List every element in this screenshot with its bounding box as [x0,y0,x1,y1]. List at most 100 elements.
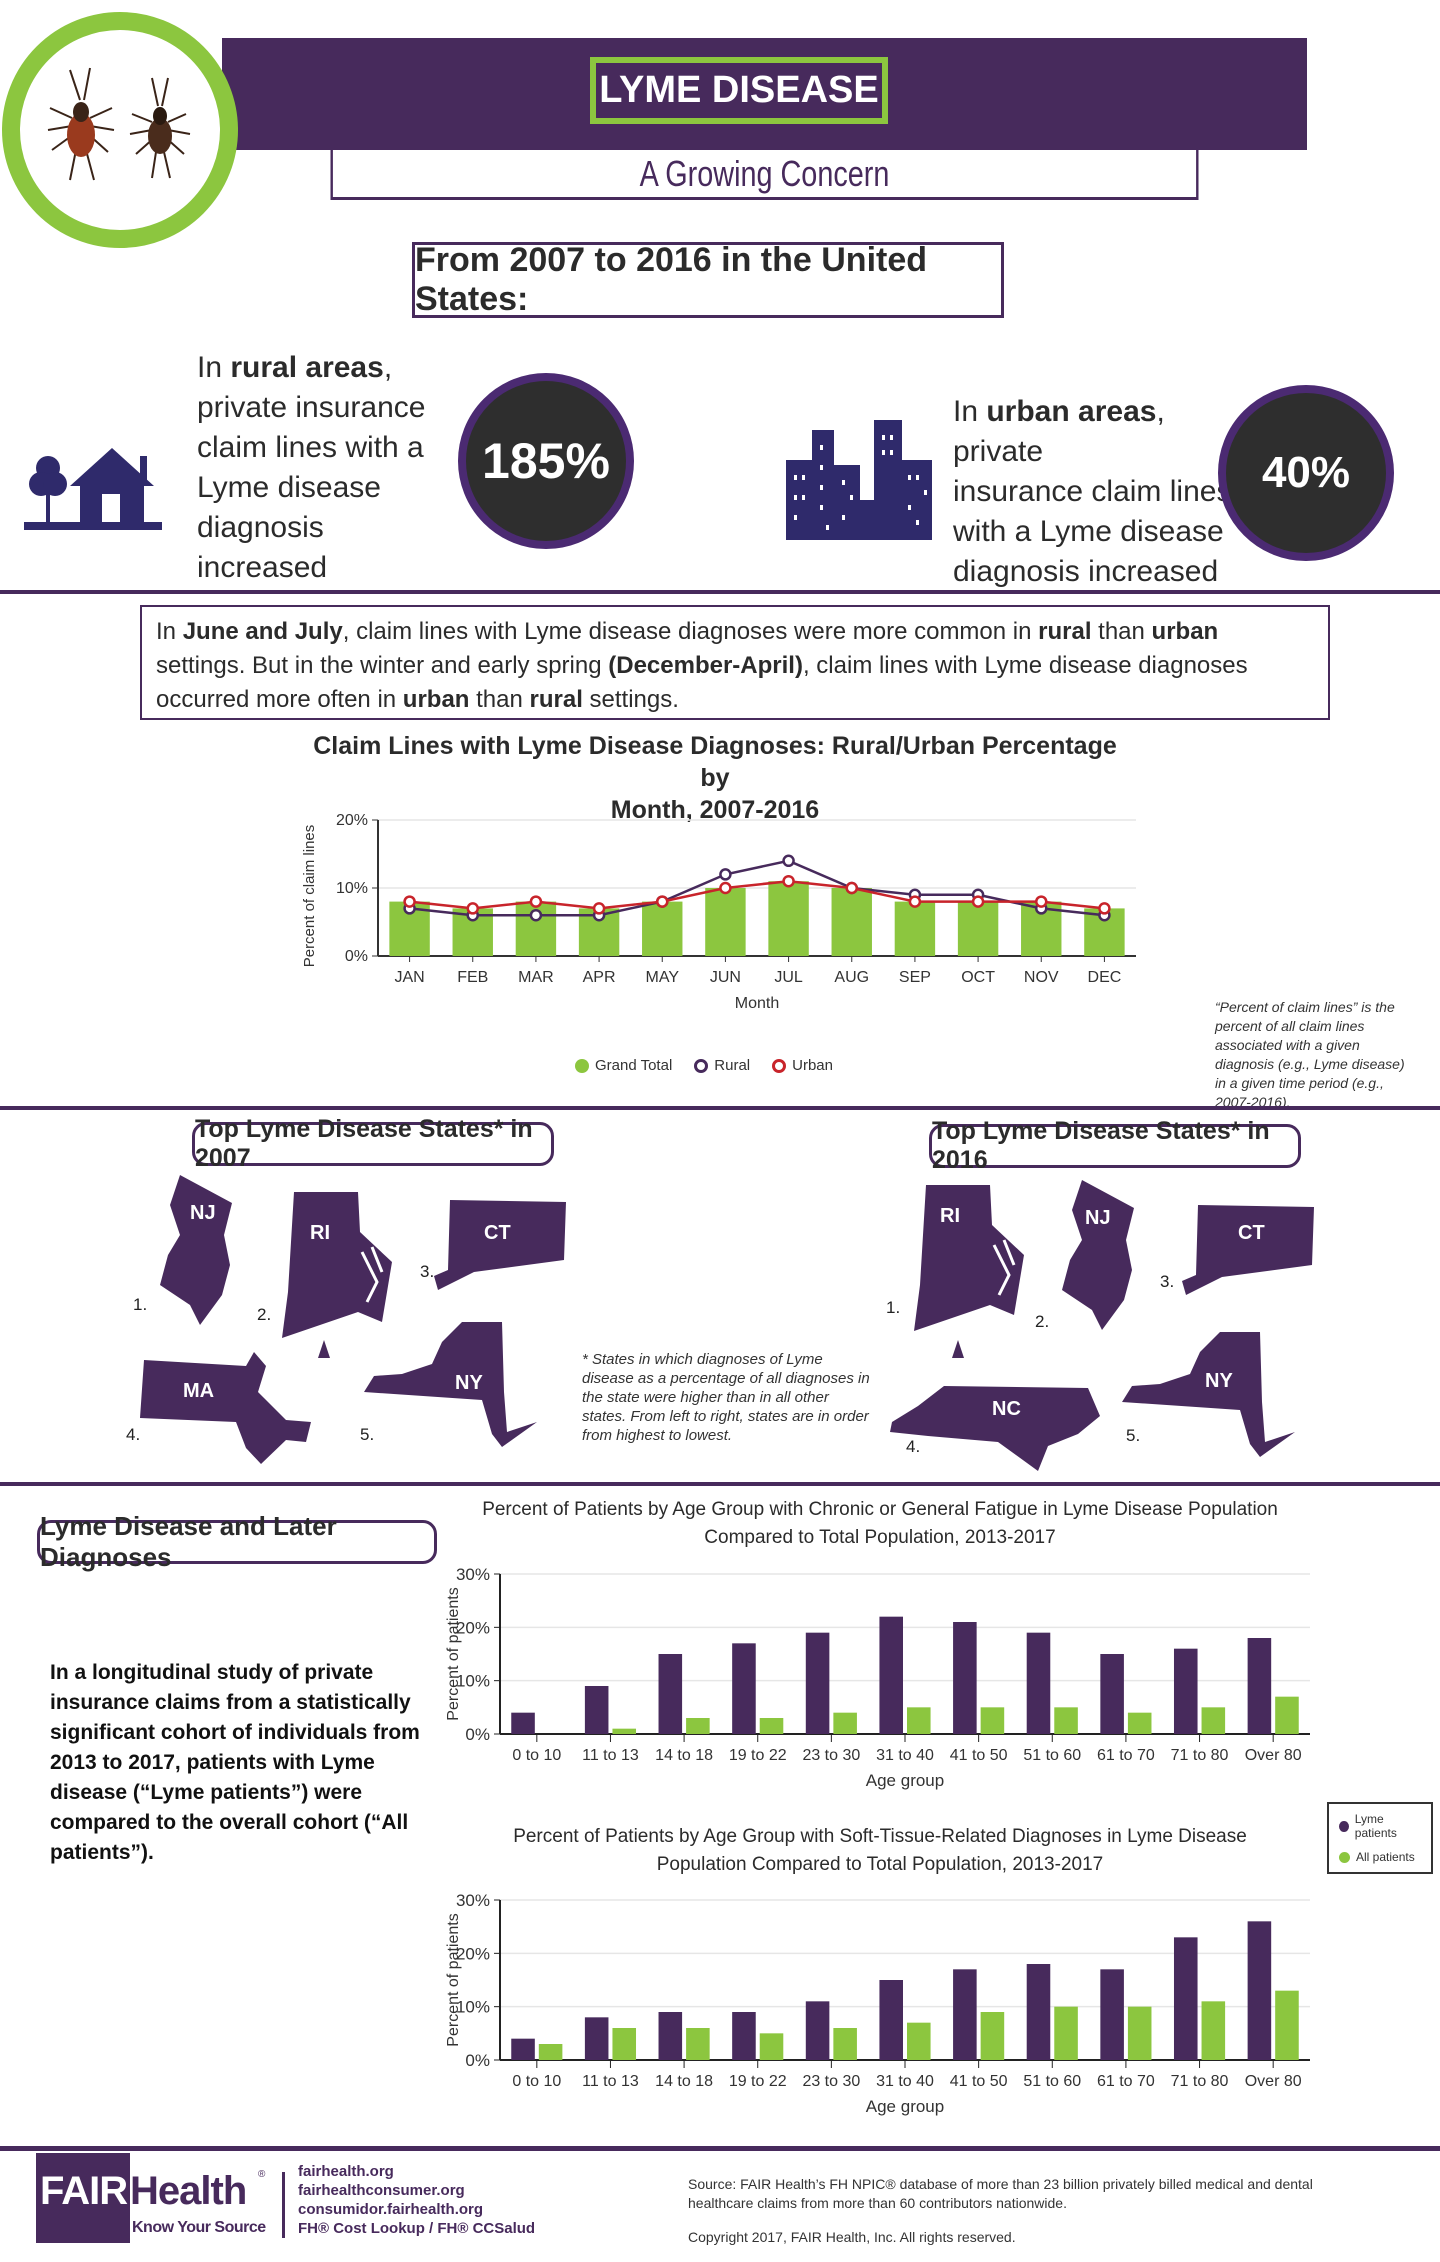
svg-text:10%: 10% [336,880,368,897]
ct-map-icon [1182,1205,1314,1295]
logo-registered: ® [258,2169,266,2180]
svg-text:Age group: Age group [866,2097,944,2116]
tick-icon [47,67,191,181]
legend-rural: Rural [694,1057,750,1074]
footer-links: fairhealth.org fairhealthconsumer.org co… [298,2162,535,2238]
top-states-2007-title: Top Lyme Disease States* in 2007 [192,1115,554,1172]
percent-claim-lines-definition: “Percent of claim lines” is the percent … [1215,999,1405,1110]
link-fairhealth[interactable]: fairhealth.org [298,2163,394,2180]
state-label: NJ [1085,1207,1111,1229]
svg-text:APR: APR [583,969,616,986]
state-rank: 1. [133,1295,148,1314]
svg-text:61 to 70: 61 to 70 [1097,1747,1155,1764]
svg-text:30%: 30% [456,1891,490,1910]
svg-text:41 to 50: 41 to 50 [950,1747,1008,1764]
soft-tissue-chart: 0% 10% 20% 30% Percent of patients 0 to 10 11 … [440,1886,1320,2136]
ct-map-icon [434,1200,566,1290]
rural-stat-text: In rural areas, private insurance claim … [197,351,426,584]
svg-text:JUN: JUN [710,969,741,986]
svg-text:71 to 80: 71 to 80 [1171,1747,1229,1764]
green-dot-icon [575,1058,589,1073]
ny-map-icon [1122,1332,1295,1457]
state-label: NY [1205,1370,1233,1392]
chart-title-fatigue: Percent of Patients by Age Group with Ch… [482,1499,1278,1548]
monthly-chart-legend: Grand Total Rural Urban [575,1057,833,1074]
fairhealth-logo[interactable]: FAIR Health ® Know Your Source [36,2153,266,2243]
section-divider [0,590,1440,594]
svg-text:41 to 50: 41 to 50 [950,2073,1008,2090]
svg-text:14 to 18: 14 to 18 [655,1747,713,1764]
svg-text:30%: 30% [456,1565,490,1584]
svg-text:OCT: OCT [961,969,995,986]
soft-tissue-chart-plot: 0% 10% 20% 30% Percent of patients 0 to 10 11 … [445,1891,1310,2116]
ny-map-icon [364,1322,537,1447]
footer-divider [0,2146,1440,2151]
age-chart-legend: Lyme patients All patients [1327,1802,1433,1874]
state-label: NC [992,1398,1021,1420]
state-label: NJ [190,1202,216,1224]
ri-map-icon [282,1192,392,1338]
link-cost-lookup[interactable]: FH® Cost Lookup / FH® CCSalud [298,2220,536,2237]
state-label: RI [310,1222,330,1244]
svg-text:Over 80: Over 80 [1245,2073,1302,2090]
link-fairhealthconsumer[interactable]: fairhealthconsumer.org [298,2182,465,2199]
monthly-chart-plot: 0% 10% 20% Percent of claim lines JAN FEB MAR A… [301,812,1136,1012]
svg-text:Over 80: Over 80 [1245,1747,1302,1764]
page-subtitle: A Growing Concern [330,150,1199,200]
state-label: RI [940,1205,960,1227]
footer-source: Source: FAIR Health’s FH NPIC® database … [688,2176,1313,2211]
svg-text:31 to 40: 31 to 40 [876,1747,934,1764]
link-consumidor[interactable]: consumidor.fairhealth.org [298,2201,484,2218]
svg-text:0%: 0% [465,1725,490,1744]
logo-tagline: Know Your Source [132,2219,266,2236]
state-rank: 3. [420,1262,435,1281]
house-tree-icon [24,448,162,530]
svg-text:20%: 20% [456,1944,490,1963]
svg-text:20%: 20% [456,1618,490,1637]
states-footnote: * States in which diagnoses of Lyme dise… [582,1351,870,1444]
svg-text:71 to 80: 71 to 80 [1171,2073,1229,2090]
svg-text:10%: 10% [456,1672,490,1691]
rural-increase-badge: 185% [458,373,634,549]
svg-text:20%: 20% [336,812,368,829]
svg-text:SEP: SEP [899,969,931,986]
logo-fair-text: FAIR [40,2169,128,2213]
legend-lyme-patients: Lyme patients [1339,1812,1421,1840]
state-rank: 2. [1035,1312,1050,1331]
logo-health-text: Health [130,2169,247,2213]
svg-text:0 to 10: 0 to 10 [512,2073,561,2090]
svg-text:61 to 70: 61 to 70 [1097,2073,1155,2090]
header-banner [222,38,1307,150]
period-heading: From 2007 to 2016 in the United States: [412,241,1004,318]
state-rank: 3. [1160,1272,1175,1291]
urban-increase-badge: 40% [1218,385,1394,561]
svg-text:Percent of patients: Percent of patients [445,1587,462,1720]
red-ring-icon [772,1058,787,1073]
svg-text:51 to 60: 51 to 60 [1023,1747,1081,1764]
svg-text:Percent of patients: Percent of patients [445,1913,462,2046]
later-diagnoses-title: Lyme Disease and Later Diagnoses [37,1511,437,1572]
purple-ring-icon [694,1058,709,1073]
state-label: NY [455,1372,483,1394]
top-states-2016-title: Top Lyme Disease States* in 2016 [929,1117,1301,1174]
svg-text:AUG: AUG [834,969,869,986]
svg-text:MAR: MAR [518,969,554,986]
state-label: CT [484,1222,511,1244]
purple-dot-icon [1339,1820,1349,1832]
legend-grand-total: Grand Total [575,1057,672,1074]
svg-text:0 to 10: 0 to 10 [512,1747,561,1764]
nj-map-icon [160,1175,232,1325]
city-buildings-icon [786,420,932,540]
ri-map-icon [914,1185,1024,1331]
ma-map-icon [140,1352,311,1464]
svg-text:DEC: DEC [1088,969,1122,986]
fatigue-chart: 0% 10% 20% 30% Percent of patients 0 to 10 11 … [440,1560,1320,1810]
state-rank: 5. [360,1425,375,1444]
svg-text:FEB: FEB [457,969,488,986]
svg-text:51 to 60: 51 to 60 [1023,2073,1081,2090]
block-island-icon [318,1340,330,1358]
svg-text:31 to 40: 31 to 40 [876,2073,934,2090]
state-rank: 1. [886,1298,901,1317]
svg-text:23 to 30: 23 to 30 [802,1747,860,1764]
state-label: MA [183,1380,215,1402]
